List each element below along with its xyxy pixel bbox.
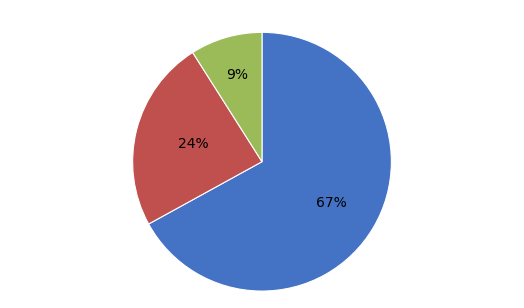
- Wedge shape: [149, 32, 391, 291]
- Wedge shape: [133, 52, 262, 224]
- Text: 24%: 24%: [178, 137, 209, 151]
- Wedge shape: [193, 32, 262, 162]
- Text: 9%: 9%: [226, 68, 248, 82]
- Text: 67%: 67%: [315, 196, 346, 209]
